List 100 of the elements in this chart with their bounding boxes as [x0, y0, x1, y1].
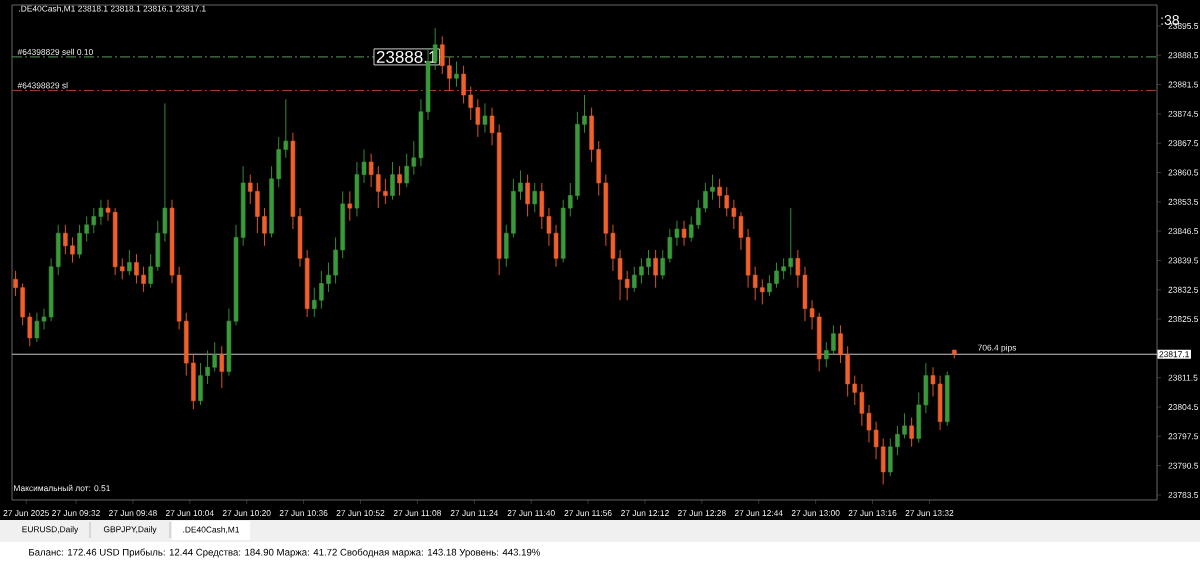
candlestick: [461, 65, 466, 104]
candlestick: [454, 61, 459, 88]
candlestick: [397, 165, 402, 196]
candlestick: [447, 56, 452, 92]
candlestick: [703, 182, 708, 213]
x-tick-label: 27 Jun 13:32: [905, 510, 954, 516]
candlestick: [347, 190, 353, 222]
y-tick-label: 23888.5: [1168, 52, 1199, 59]
x-tick-label: 27 Jun 12:12: [621, 510, 669, 516]
candlestick: [205, 350, 210, 385]
candlestick: [568, 182, 573, 217]
candlestick: [77, 224, 82, 259]
annotation: Максимальный лот: 0.51: [14, 484, 110, 492]
candlestick: [681, 220, 687, 247]
candlestick: [710, 174, 715, 201]
x-tick-label: 27 Jun 10:04: [165, 510, 214, 516]
candlestick: [411, 140, 417, 176]
y-tick-label: 23874.5: [1168, 110, 1199, 117]
candlestick: [831, 324, 836, 356]
candlestick: [624, 270, 630, 301]
candlestick: [660, 249, 665, 280]
candlestick: [696, 199, 701, 230]
candlestick: [688, 216, 694, 243]
candlestick: [91, 207, 97, 234]
text: GBPJPY,Daily: [103, 526, 157, 534]
x-tick-label: 27 Jun 10:20: [222, 510, 271, 516]
x-tick-label: 27 Jun 09:32: [52, 510, 100, 516]
candlestick: [909, 417, 914, 448]
y-tick-label: 23797.5: [1168, 433, 1199, 440]
x-tick-label: 27 Jun 13:16: [848, 510, 897, 516]
candlestick: [63, 224, 68, 255]
candlestick: [895, 425, 900, 456]
x-tick-label: 27 Jun 13:00: [791, 510, 840, 516]
candlestick: [781, 257, 786, 280]
y-tick-label: 23825.5: [1168, 316, 1199, 323]
candlestick: [404, 153, 409, 188]
candlestick: [262, 207, 267, 247]
candlestick: [440, 35, 445, 75]
candlestick: [838, 324, 843, 364]
candlestick: [532, 182, 537, 213]
candlestick: [84, 216, 89, 243]
candlestick: [475, 98, 481, 138]
text: EURUSD,Daily: [22, 526, 79, 534]
candlestick: [148, 253, 153, 289]
y-tick-label: 23881.5: [1168, 81, 1199, 88]
candlestick: [127, 249, 132, 276]
text: Баланс: 172.46 USD Прибыль: 12.44 Средства: 184.90 Маржа: 41.72 Свободная маржа: 143.18 Уровень: 443.19%: [29, 548, 540, 558]
text: .DE40Cash,M1: [183, 526, 240, 534]
x-tick-label: 27 Jun 11:40: [507, 510, 555, 516]
candlestick: [518, 169, 523, 201]
x-tick-label: 27 Jun 09:48: [109, 510, 157, 516]
candlestick: [98, 199, 104, 226]
x-tick-label: 27 Jun 12:44: [734, 510, 783, 516]
y-tick-label: 23860.5: [1168, 169, 1199, 176]
y-tick-label: 23846.5: [1168, 228, 1199, 235]
candlestick: [774, 262, 779, 289]
candlestick: [319, 270, 324, 310]
candlestick: [902, 412, 907, 439]
y-tick-label: 23895.5: [1168, 22, 1199, 29]
x-tick-label: 27 Jun 2025: [3, 510, 49, 516]
candlestick: [859, 383, 865, 427]
candlestick: [13, 270, 18, 297]
x-tick-label: 27 Jun 11:08: [393, 510, 441, 516]
candlestick: [27, 312, 33, 347]
text: :38: [1161, 15, 1179, 25]
candlestick: [70, 236, 75, 263]
candlestick: [767, 274, 772, 297]
y-tick-label: 23804.5: [1168, 404, 1199, 410]
chart-title: .DE40Cash,M1 23818.1 23818.1 23816.1 23817.1: [19, 5, 206, 13]
candlestick: [482, 102, 488, 134]
candlestick: [731, 199, 737, 230]
y-tick-label: 23853.5: [1168, 198, 1199, 205]
y-tick-label: 23783.5: [1168, 491, 1199, 498]
candlestick: [212, 341, 217, 372]
candlestick: [219, 345, 225, 389]
candlestick: [653, 249, 658, 289]
candlestick: [283, 98, 289, 159]
x-tick-label: 27 Jun 12:28: [677, 510, 726, 516]
candlestick: [667, 228, 673, 263]
annotation: 706.4 pips: [978, 344, 1017, 353]
candlestick: [724, 186, 729, 217]
candlestick: [582, 94, 587, 134]
candlestick: [760, 278, 765, 305]
ref-line-label: #64398829 sell 0.10: [17, 48, 93, 55]
y-tick-label: 23832.5: [1168, 286, 1199, 293]
candlestick: [752, 266, 758, 301]
candlestick: [795, 249, 801, 289]
candlestick: [368, 153, 374, 188]
candlestick: [852, 375, 858, 406]
candlestick: [468, 86, 473, 121]
candlestick: [525, 174, 530, 217]
candlestick: [119, 257, 125, 280]
x-tick-label: 27 Jun 11:24: [450, 510, 498, 516]
y-tick-label: 23867.5: [1168, 140, 1199, 147]
candlestick: [376, 165, 381, 209]
candlestick: [717, 178, 722, 209]
y-tick-label: 23839.5: [1168, 257, 1199, 264]
y-tick-label: 23790.5: [1168, 462, 1199, 469]
x-tick-label: 27 Jun 10:36: [279, 510, 328, 516]
candlestick: [390, 161, 395, 201]
